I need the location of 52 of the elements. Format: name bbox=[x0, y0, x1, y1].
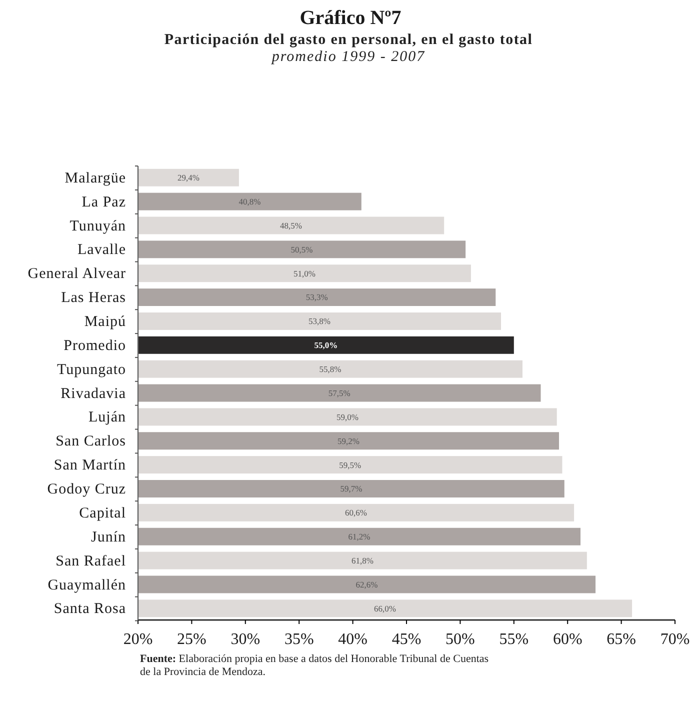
data-label: 51,0% bbox=[293, 268, 316, 278]
y-tick-label: Lavalle bbox=[78, 242, 126, 258]
data-label: 50,5% bbox=[290, 244, 313, 254]
y-tick-label: General Alvear bbox=[28, 266, 126, 282]
y-tick-label: Las Heras bbox=[61, 290, 126, 306]
data-label: 61,8% bbox=[351, 556, 374, 566]
y-tick-label: Tupungato bbox=[57, 362, 126, 378]
chart-title: Gráfico Nº7 bbox=[300, 7, 402, 29]
x-tick-label: 20% bbox=[123, 630, 153, 648]
y-tick-label: Junín bbox=[90, 529, 126, 546]
data-label: 59,2% bbox=[338, 436, 360, 446]
y-tick-label: Malargüe bbox=[64, 170, 126, 186]
data-label: 66,0% bbox=[374, 603, 396, 614]
x-tick-label: 70% bbox=[660, 630, 690, 648]
y-tick-label: Maipú bbox=[84, 314, 126, 330]
y-tick-label: Luján bbox=[88, 410, 126, 426]
y-tick-label: San Martín bbox=[54, 458, 126, 474]
x-tick-label: 30% bbox=[230, 630, 260, 648]
y-tick-label: Santa Rosa bbox=[54, 601, 126, 618]
x-tick-label: 25% bbox=[177, 630, 206, 648]
data-label: 53,3% bbox=[306, 292, 328, 302]
data-label: 55,8% bbox=[319, 364, 342, 374]
chart-subtitle: Participación del gasto en personal, en el gasto total promedio 1999 - 2007 bbox=[164, 32, 533, 65]
data-label: 60,6% bbox=[345, 508, 368, 518]
source-note: Fuente: Elaboración propia en base a datos del Honorable Tribunal de Cuentas de la Provincia de Mendoza. bbox=[140, 653, 489, 678]
y-tick-label: Godoy Cruz bbox=[47, 482, 126, 498]
x-tick-label: 40% bbox=[338, 630, 368, 648]
x-tick-label: 35% bbox=[284, 630, 314, 648]
x-tick-label: 65% bbox=[606, 630, 636, 648]
y-tick-label: Promedio bbox=[64, 338, 126, 354]
data-label: 48,5% bbox=[280, 220, 302, 230]
x-tick-label: 55% bbox=[499, 630, 529, 648]
data-label: 55,0% bbox=[314, 340, 338, 350]
data-label: 53,8% bbox=[308, 316, 330, 326]
x-tick-label: 45% bbox=[392, 630, 422, 648]
y-tick-label: Tunuyán bbox=[70, 218, 126, 234]
data-label: 61,2% bbox=[348, 532, 370, 542]
x-tick-label: 50% bbox=[446, 630, 475, 648]
y-tick-label: San Carlos bbox=[56, 434, 126, 450]
data-label: 40,8% bbox=[238, 196, 261, 207]
data-label: 59,7% bbox=[340, 484, 362, 494]
y-tick-label: Guaymallén bbox=[48, 577, 126, 594]
data-label: 62,6% bbox=[356, 579, 378, 590]
y-tick-label: San Rafael bbox=[56, 553, 126, 570]
data-label: 57,5% bbox=[328, 388, 350, 398]
data-label: 29,4% bbox=[177, 172, 200, 183]
data-label: 59,5% bbox=[339, 460, 362, 470]
x-tick-label: 60% bbox=[552, 630, 582, 648]
y-tick-label: Capital bbox=[79, 505, 126, 522]
y-tick-label: Rivadavia bbox=[60, 386, 126, 402]
y-tick-label: La Paz bbox=[82, 194, 126, 210]
data-label: 59,0% bbox=[336, 412, 358, 422]
